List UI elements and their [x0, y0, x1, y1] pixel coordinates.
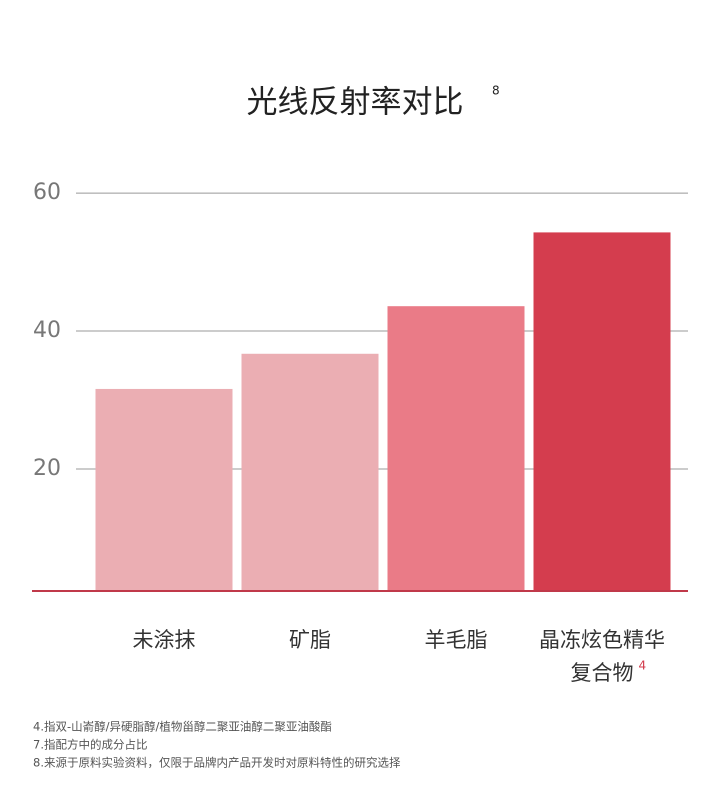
- y-tick-label: 60: [33, 180, 61, 205]
- y-tick-label: 40: [33, 318, 61, 343]
- footnote: 4.指双-山嵛醇/异硬脂醇/植物甾醇二聚亚油醇二聚亚油酸酯: [33, 720, 332, 734]
- x-tick-label: 晶冻炫色精华: [539, 628, 665, 652]
- x-tick-label: 矿脂: [289, 628, 331, 652]
- y-tick-label: 20: [33, 456, 61, 481]
- bar: [95, 388, 233, 591]
- x-tick-label: 未涂抹: [133, 628, 196, 652]
- bar: [533, 232, 671, 591]
- x-tick-label: 复合物: [571, 661, 634, 685]
- bar: [387, 306, 525, 591]
- title-superscript: 8: [492, 84, 500, 98]
- bar: [241, 353, 379, 591]
- chart-title: 光线反射率对比: [247, 85, 464, 121]
- footnote: 8.来源于原料实验资料，仅限于品牌内产品开发时对原料特性的研究选择: [33, 756, 401, 770]
- x-tick-label: 羊毛脂: [425, 628, 488, 652]
- x-tick-superscript: 4: [639, 659, 647, 673]
- footnote: 7.指配方中的成分占比: [33, 738, 147, 752]
